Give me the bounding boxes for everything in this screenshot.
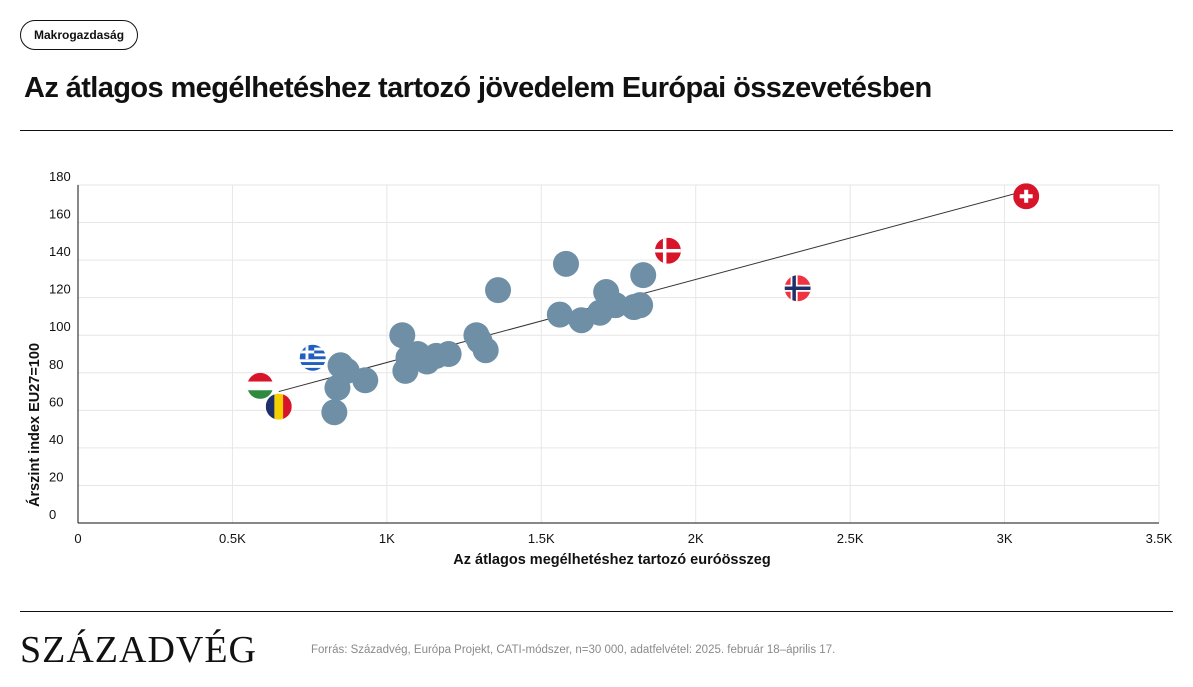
x-tick-label: 0.5K <box>219 531 246 546</box>
data-point <box>485 277 512 304</box>
header-divider <box>20 130 1173 131</box>
x-tick-label: 3.5K <box>1146 531 1173 546</box>
y-axis-title: Árszint index EU27=100 <box>26 343 43 507</box>
y-tick-label: 80 <box>49 357 63 372</box>
data-points <box>247 183 1040 426</box>
x-tick-label: 1K <box>379 531 395 546</box>
data-point <box>352 367 379 394</box>
data-point <box>546 301 573 328</box>
x-tick-label: 2.5K <box>837 531 864 546</box>
x-tick-label: 3K <box>997 531 1013 546</box>
y-tick-label: 60 <box>49 394 63 409</box>
footer-divider <box>20 611 1173 612</box>
category-badge[interactable]: Makrogazdaság <box>20 20 139 50</box>
chart-grid <box>77 184 1160 524</box>
y-tick-label: 180 <box>49 169 71 184</box>
data-point <box>472 337 499 364</box>
page-title: Az átlagos megélhetéshez tartozó jövedel… <box>24 72 932 104</box>
greece-flag <box>299 344 326 371</box>
plot-border <box>77 184 1160 524</box>
x-tick-label: 0 <box>74 531 81 546</box>
hungary-flag <box>247 372 274 399</box>
trend-line <box>278 190 1027 393</box>
szazadveg-logo[interactable]: SZÁZADVÉG <box>20 629 257 671</box>
y-tick-label: 0 <box>49 507 56 522</box>
x-tick-label: 2K <box>688 531 704 546</box>
y-tick-label: 140 <box>49 244 71 259</box>
data-point <box>627 292 654 319</box>
scatter-chart: 0 0.5K 1K 1.5K 2K 2.5K 3K 3.5K 0 20 40 60 80 100 120 14… <box>26 169 1173 568</box>
romania-flag <box>265 393 292 420</box>
y-tick-label: 160 <box>49 207 71 222</box>
y-tick-label: 20 <box>49 469 63 484</box>
data-point <box>435 341 462 367</box>
switzerland-flag <box>1013 183 1040 210</box>
data-point <box>552 250 579 277</box>
x-tick-label: 1.5K <box>528 531 555 546</box>
y-tick-label: 40 <box>49 432 63 447</box>
y-tick-label: 100 <box>49 319 71 334</box>
data-point <box>389 322 416 349</box>
chart-axes: 0 0.5K 1K 1.5K 2K 2.5K 3K 3.5K 0 20 40 60 80 100 120 14… <box>49 169 1173 546</box>
x-axis-title: Az átlagos megélhetéshez tartozó euróöss… <box>453 552 770 568</box>
axis-labels: Az átlagos megélhetéshez tartozó euróöss… <box>26 343 771 568</box>
trend-line-layer <box>278 190 1027 393</box>
data-point <box>630 262 657 289</box>
norway-flag <box>784 275 811 302</box>
denmark-flag <box>654 237 681 264</box>
data-point <box>321 399 348 426</box>
source-note: Forrás: Századvég, Európa Projekt, CATI-… <box>311 644 836 656</box>
y-tick-label: 120 <box>49 282 71 297</box>
